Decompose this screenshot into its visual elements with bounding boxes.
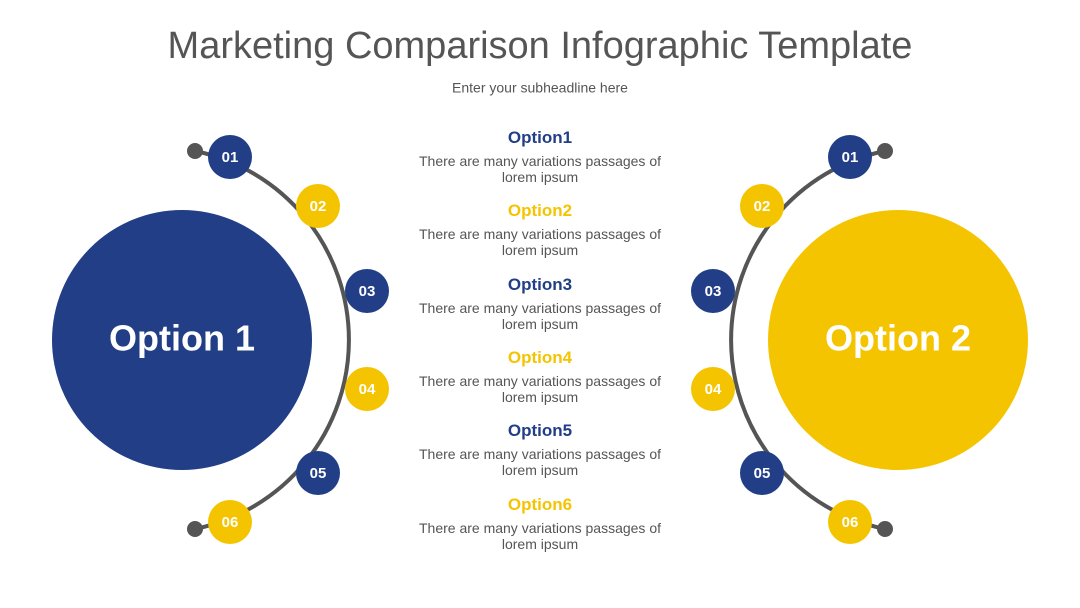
option-text: There are many variations passages of lo… (418, 519, 661, 552)
step-number: 05 (310, 465, 327, 482)
option-text: There are many variations passages of lo… (418, 446, 661, 479)
step-node (691, 269, 735, 313)
arc-end (877, 521, 893, 537)
step-number: 03 (705, 283, 722, 300)
left-label: Option 1 (109, 318, 255, 359)
step-node (691, 367, 735, 411)
subtitle: Enter your subheadline here (452, 80, 628, 96)
step-number: 04 (359, 381, 376, 398)
step-node (208, 135, 252, 179)
right-label: Option 2 (825, 318, 971, 359)
step-node (828, 500, 872, 544)
step-number: 06 (842, 514, 859, 531)
option-title: Option3 (507, 274, 573, 294)
step-node (740, 451, 784, 495)
left-arc (194, 149, 351, 531)
step-number: 02 (754, 198, 771, 215)
step-number: 04 (705, 381, 722, 398)
step-number: 01 (842, 149, 859, 166)
title: Marketing Comparison Infographic Templat… (168, 25, 913, 67)
option-title: Option1 (507, 128, 573, 147)
step-number: 03 (359, 283, 376, 300)
step-number: 06 (222, 514, 239, 531)
right-circle (768, 210, 1028, 470)
step-number: 02 (310, 198, 327, 215)
step-node (296, 184, 340, 228)
option-text: There are many variations passages of lo… (418, 299, 661, 332)
step-node (828, 135, 872, 179)
option-title: Option4 (507, 347, 573, 367)
option-text: There are many variations passages of lo… (418, 153, 661, 185)
arc-end (187, 521, 203, 537)
arc-end (187, 143, 203, 159)
option-text: There are many variations passages of lo… (418, 226, 661, 259)
right-arc (729, 149, 886, 531)
option-text: There are many variations passages of lo… (418, 372, 661, 405)
step-node (740, 184, 784, 228)
option-title: Option2 (507, 201, 573, 221)
step-node (296, 451, 340, 495)
step-node (345, 269, 389, 313)
step-number: 05 (754, 465, 771, 482)
step-node (208, 500, 252, 544)
step-number: 01 (222, 149, 239, 166)
left-circle (52, 210, 312, 470)
option-title: Option5 (507, 421, 573, 441)
option-title: Option6 (507, 494, 573, 514)
step-node (345, 367, 389, 411)
arc-end (877, 143, 893, 159)
